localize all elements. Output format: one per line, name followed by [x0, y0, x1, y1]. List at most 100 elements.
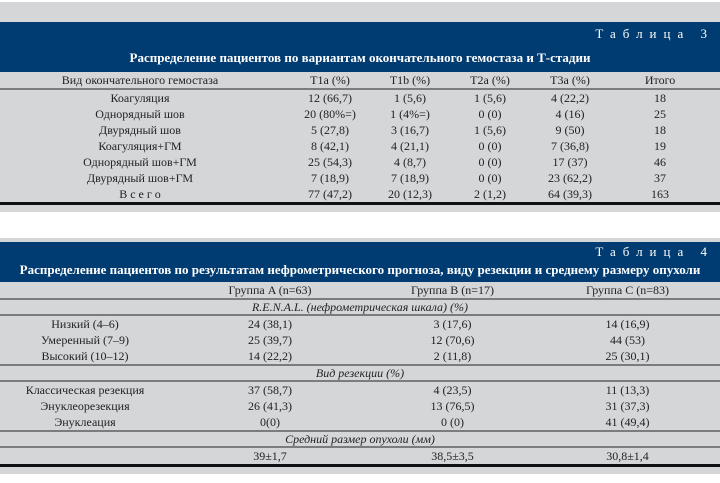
table-title: Распределение пациентов по результатам н…	[19, 262, 701, 277]
cell: 2 (11,8)	[433, 349, 472, 363]
row-label: Двурядный шов+ГМ	[86, 171, 194, 185]
table-row: Классическая резекция 37 (58,7) 4 (23,5) 11…	[0, 381, 720, 398]
table-row: Коагуляция 12 (66,7) 1 (5,6) 1 (5,6) 4 (22,2…	[0, 89, 720, 106]
table-4-header-band: Таблица 4 Распределение пациентов по рез…	[0, 242, 720, 282]
cell: 25	[654, 107, 666, 121]
row-label: В с е г о	[0, 186, 280, 205]
cell: 20 (80%=)	[304, 107, 356, 121]
cell: 25 (30,1)	[605, 349, 650, 363]
cell: 8 (42,1)	[311, 139, 349, 153]
table-row: Однорядный шов+ГМ 25 (54,3) 4 (8,7) 0 (0) 17…	[0, 154, 720, 170]
cell: 12 (70,6)	[430, 333, 475, 347]
col-header	[0, 282, 170, 299]
cell: 0(0)	[260, 415, 280, 429]
cell: 37	[654, 171, 666, 185]
cell: 26 (41,3)	[248, 399, 292, 413]
cell: 0 (0)	[478, 171, 502, 185]
header-row: Группа A (n=63) Группа B (n=17) Группа C…	[0, 282, 720, 299]
section-header-row: Средний размер опухоли (мм)	[0, 430, 720, 448]
cell: 4 (8,7)	[394, 155, 426, 169]
cell: 13 (76,5)	[430, 399, 475, 413]
col-header: Группа A (n=63)	[228, 283, 312, 297]
table-4: Таблица 4 Распределение пациентов по рез…	[0, 238, 720, 474]
cell: 39±1,7	[170, 447, 370, 467]
row-label: Энуклеация	[54, 415, 116, 429]
cell: 14 (16,9)	[605, 317, 650, 331]
cell: 25 (54,3)	[308, 155, 352, 169]
section-title: Средний размер опухоли (мм)	[0, 430, 720, 448]
cell: 7 (36,8)	[551, 139, 589, 153]
table-row: Низкий (4–6) 24 (38,1) 3 (17,6) 14 (16,9)	[0, 315, 720, 332]
section-header-row: Вид резекции (%)	[0, 364, 720, 382]
table-3-grid: Вид окончательного гемостаза T1a (%) T1b…	[0, 72, 720, 205]
cell: 0 (0)	[478, 107, 502, 121]
col-header: T1a (%)	[280, 72, 380, 90]
section-title: R.E.N.A.L. (нефрометрическая шкала) (%)	[0, 298, 720, 316]
table-number: Таблица 3	[595, 26, 714, 41]
table-row: Двурядный шов+ГМ 7 (18,9) 7 (18,9) 0 (0) 23 …	[0, 170, 720, 186]
header-row: Вид окончательного гемостаза T1a (%) T1b…	[0, 72, 720, 90]
row-label: Умеренный (7–9)	[40, 333, 129, 347]
cell: 9 (50)	[555, 123, 585, 137]
cell: 4 (22,2)	[551, 91, 589, 105]
cell: 3 (16,7)	[391, 123, 429, 137]
cell: 0 (0)	[441, 415, 464, 429]
cell: 0 (0)	[478, 155, 502, 169]
section-title: Вид резекции (%)	[0, 364, 720, 382]
col-header: T1b (%)	[380, 72, 440, 90]
table-row: Умеренный (7–9) 25 (39,7) 12 (70,6) 44 (53)	[0, 332, 720, 348]
table-3: Таблица 3 Распределение пациентов по вар…	[0, 2, 720, 212]
table-row: Высокий (10–12) 14 (22,2) 2 (11,8) 25 (30,1…	[0, 348, 720, 365]
col-header: Вид окончательного гемостаза	[0, 72, 280, 90]
cell: 41 (49,4)	[605, 415, 650, 429]
cell: 1 (5,6)	[474, 123, 506, 137]
col-header: Группа C (n=83)	[586, 283, 669, 297]
table-row: Энуклеорезекция 26 (41,3) 13 (76,5) 31 (37,…	[0, 398, 720, 414]
cell: 19	[654, 139, 666, 153]
cell: 5 (27,8)	[311, 123, 349, 137]
cell: 0 (0)	[478, 139, 502, 153]
row-label: Коагуляция	[110, 91, 170, 105]
cell: 2 (1,2)	[440, 186, 540, 205]
table-4-grid: Группа A (n=63) Группа B (n=17) Группа C…	[0, 282, 720, 467]
cell: 24 (38,1)	[248, 317, 292, 331]
cell: 30,8±1,4	[535, 447, 720, 467]
cell: 3 (17,6)	[433, 317, 472, 331]
cell: 4 (21,1)	[391, 139, 429, 153]
cell: 18	[654, 91, 666, 105]
cell: 4 (16)	[555, 107, 585, 121]
cell: 38,5±3,5	[370, 447, 535, 467]
col-header: T3a (%)	[540, 72, 600, 90]
row-label: Однорядный шов+ГМ	[83, 155, 197, 169]
row-label: Высокий (10–12)	[41, 349, 129, 363]
cell: 4 (23,5)	[433, 383, 472, 397]
cell: 11 (13,3)	[605, 383, 650, 397]
cell: 12 (66,7)	[308, 91, 352, 105]
row-label	[0, 447, 170, 467]
cell: 1 (4%=)	[390, 107, 430, 121]
table-row: В с е г о 77 (47,2) 20 (12,3) 2 (1,2) 64 (39…	[0, 186, 720, 205]
table-row: 39±1,7 38,5±3,5 30,8±1,4	[0, 447, 720, 467]
cell: 37 (58,7)	[248, 383, 292, 397]
cell: 7 (18,9)	[311, 171, 349, 185]
cell: 18	[654, 123, 666, 137]
section-header-row: R.E.N.A.L. (нефрометрическая шкала) (%)	[0, 298, 720, 316]
row-label: Однорядный шов	[95, 107, 185, 121]
col-header: T2a (%)	[440, 72, 540, 90]
row-label: Двурядный шов	[99, 123, 181, 137]
cell: 14 (22,2)	[248, 349, 292, 363]
cell: 44 (53)	[610, 333, 645, 347]
row-label: Классическая резекция	[25, 383, 145, 397]
table-number: Таблица 4	[595, 244, 714, 259]
cell: 1 (5,6)	[474, 91, 506, 105]
table-row: Однорядный шов 20 (80%=) 1 (4%=) 0 (0) 4 (16…	[0, 106, 720, 122]
cell: 20 (12,3)	[380, 186, 440, 205]
cell: 25 (39,7)	[248, 333, 292, 347]
row-label: Энуклеорезекция	[40, 399, 130, 413]
row-label: Низкий (4–6)	[51, 317, 119, 331]
cell: 64 (39,3)	[540, 186, 600, 205]
table-row: Коагуляция+ГМ 8 (42,1) 4 (21,1) 0 (0) 7 (36,…	[0, 138, 720, 154]
table-row: Двурядный шов 5 (27,8) 3 (16,7) 1 (5,6) 9 (5…	[0, 122, 720, 138]
cell: 17 (37)	[552, 155, 588, 169]
col-header: Итого	[600, 72, 720, 90]
